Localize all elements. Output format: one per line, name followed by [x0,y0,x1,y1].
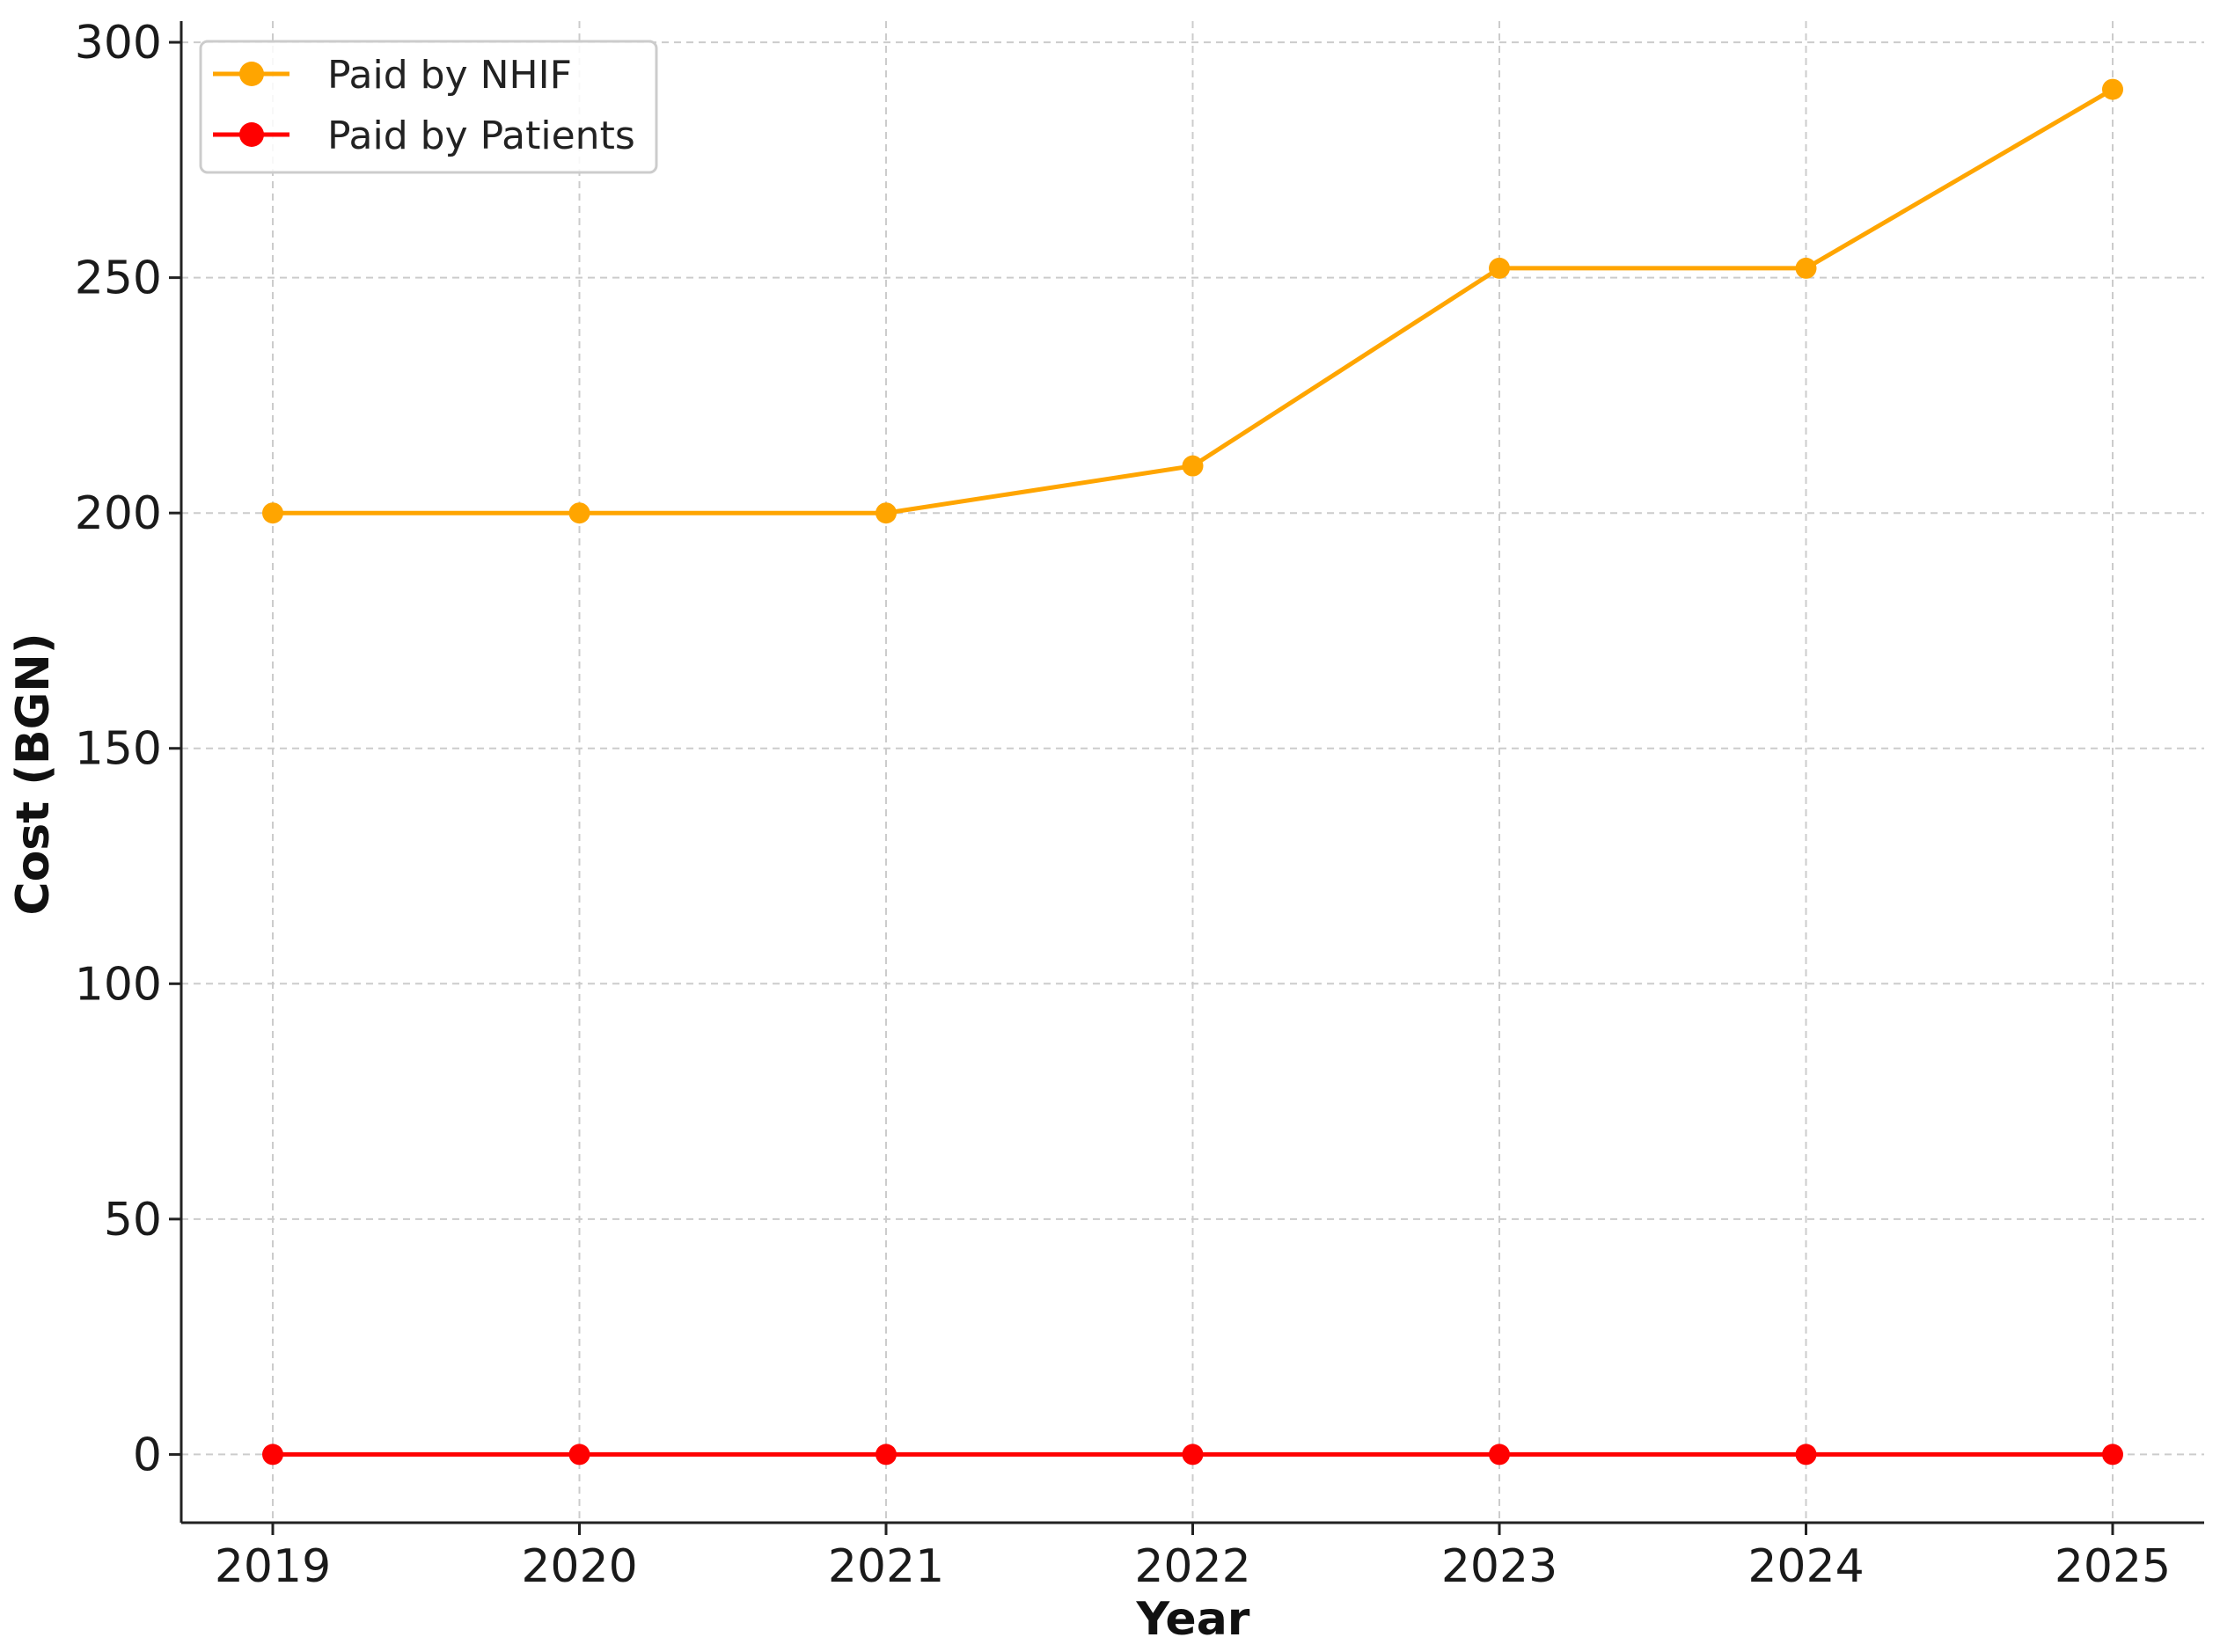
y-tick-label: 50 [104,1194,162,1246]
legend-label-nhif: Paid by NHIF [327,53,572,98]
data-point [568,502,590,524]
y-tick-label: 250 [75,252,162,305]
x-tick-label: 2023 [1441,1540,1557,1593]
data-point [568,1444,590,1466]
data-point [2102,1444,2123,1466]
series-layer [262,78,2123,1466]
axes: 0 50 100 150 200 250 300 2019 2020 2021 2022 2023 20… [75,17,2204,1593]
y-axis-label: Cost (BGN) [7,632,60,915]
data-point [1489,257,1510,279]
data-point [2102,78,2123,100]
legend-marker-nhif [239,62,264,86]
legend: Paid by NHIF Paid by Patients [199,40,658,174]
x-tick-label: 2022 [1134,1540,1250,1593]
data-point [262,1444,283,1466]
x-tick-label: 2019 [215,1540,331,1593]
y-tick-label: 200 [75,487,162,540]
y-tick-label: 100 [75,958,162,1011]
data-point [876,502,897,524]
data-point [1795,1444,1817,1466]
x-tick-label: 2020 [521,1540,637,1593]
legend-label-patients: Paid by Patients [327,113,635,158]
grid [181,21,2204,1523]
legend-marker-patients [239,122,264,147]
data-point [1795,257,1817,279]
data-point [1489,1444,1510,1466]
data-point [262,502,283,524]
y-tick-label: 0 [133,1429,162,1481]
y-tick-label: 300 [75,17,162,69]
x-axis-label: Year [1136,1593,1250,1646]
x-tick-label: 2021 [828,1540,944,1593]
x-tick-label: 2025 [2055,1540,2171,1593]
data-point [1182,455,1204,477]
data-point [876,1444,897,1466]
x-tick-label: 2024 [1747,1540,1864,1593]
y-tick-label: 150 [75,723,162,776]
legend-box [199,40,658,174]
data-point [1182,1444,1204,1466]
